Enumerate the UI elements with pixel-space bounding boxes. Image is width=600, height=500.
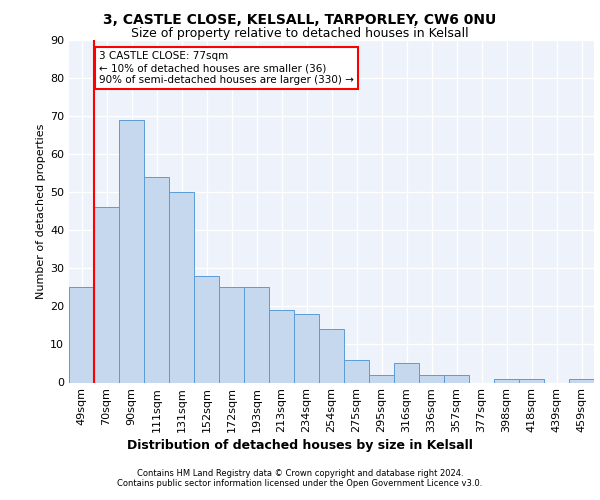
Bar [144, 177, 169, 382]
Text: Size of property relative to detached houses in Kelsall: Size of property relative to detached ho… [131, 28, 469, 40]
Text: Distribution of detached houses by size in Kelsall: Distribution of detached houses by size … [127, 440, 473, 452]
Bar [244, 288, 269, 382]
Bar [294, 314, 319, 382]
Bar [569, 378, 594, 382]
Bar [344, 360, 369, 382]
Bar [269, 310, 294, 382]
Bar [444, 375, 469, 382]
Text: Contains public sector information licensed under the Open Government Licence v3: Contains public sector information licen… [118, 478, 482, 488]
Text: 3, CASTLE CLOSE, KELSALL, TARPORLEY, CW6 0NU: 3, CASTLE CLOSE, KELSALL, TARPORLEY, CW6… [103, 12, 497, 26]
Bar [369, 375, 394, 382]
Bar [519, 378, 544, 382]
Bar [69, 288, 94, 382]
Text: Contains HM Land Registry data © Crown copyright and database right 2024.: Contains HM Land Registry data © Crown c… [137, 468, 463, 477]
Bar [94, 208, 119, 382]
Bar [219, 288, 244, 382]
Bar [169, 192, 194, 382]
Bar [319, 329, 344, 382]
Bar [494, 378, 519, 382]
Y-axis label: Number of detached properties: Number of detached properties [36, 124, 46, 299]
Bar [119, 120, 144, 382]
Text: 3 CASTLE CLOSE: 77sqm
← 10% of detached houses are smaller (36)
90% of semi-deta: 3 CASTLE CLOSE: 77sqm ← 10% of detached … [99, 52, 354, 84]
Bar [394, 364, 419, 382]
Bar [194, 276, 219, 382]
Bar [419, 375, 444, 382]
